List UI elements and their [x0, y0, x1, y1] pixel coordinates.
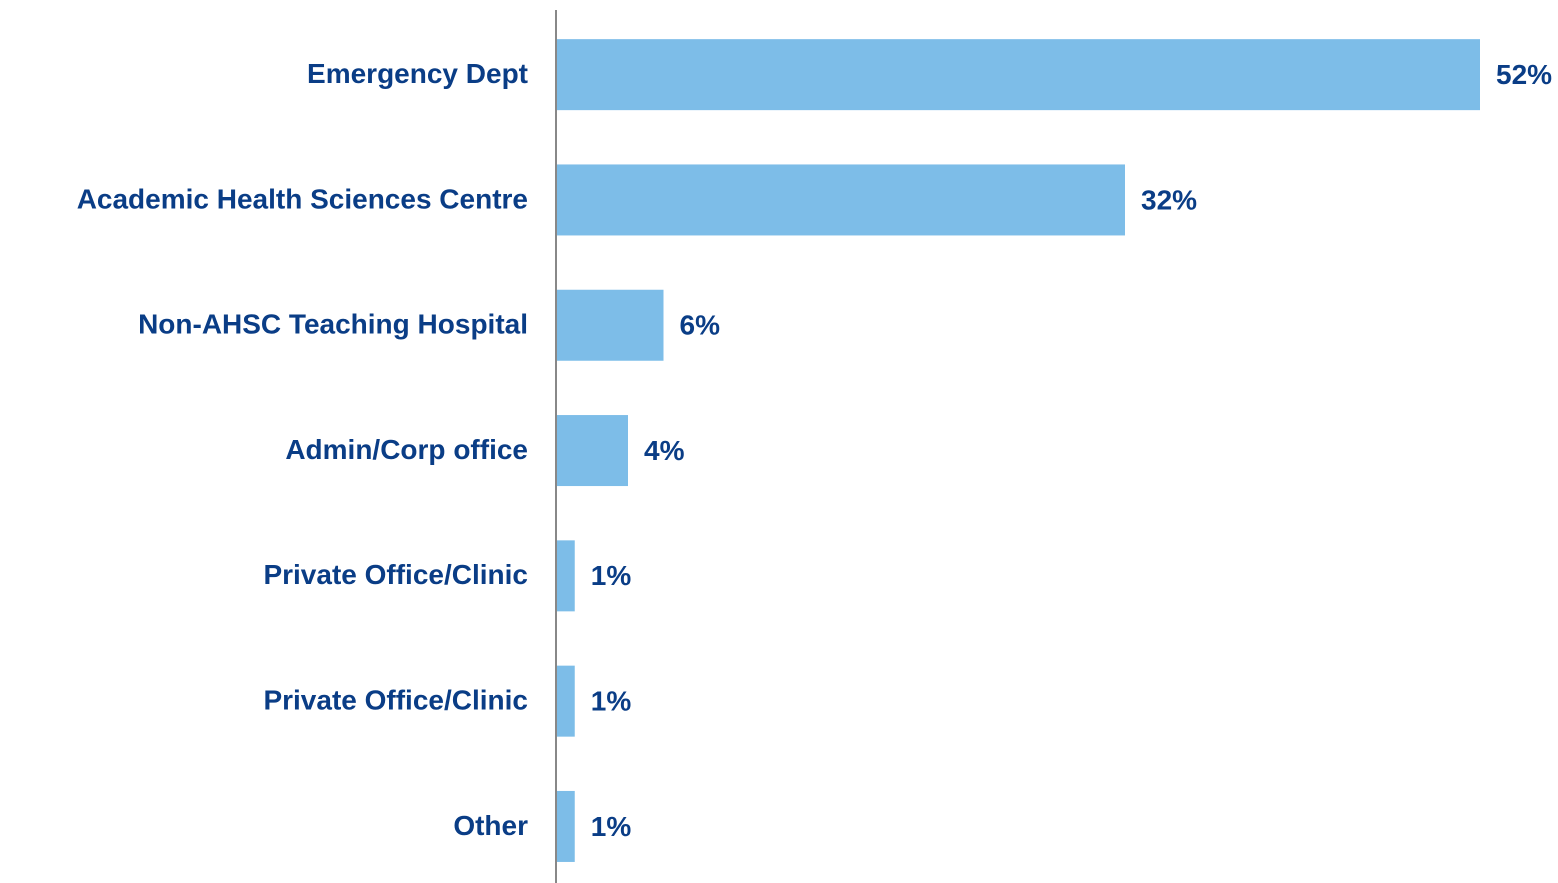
value-label: 4% [644, 435, 685, 466]
value-label: 32% [1141, 184, 1197, 215]
value-label: 1% [591, 560, 632, 591]
category-label: Non-AHSC Teaching Hospital [138, 309, 528, 340]
value-label: 52% [1496, 59, 1552, 90]
category-label: Emergency Dept [307, 58, 528, 89]
category-label: Other [453, 810, 528, 841]
value-label: 1% [591, 811, 632, 842]
category-label: Private Office/Clinic [263, 559, 528, 590]
bar [557, 164, 1125, 236]
category-label: Private Office/Clinic [263, 685, 528, 716]
value-label: 1% [591, 686, 632, 717]
bar [557, 665, 575, 737]
category-label: Academic Health Sciences Centre [77, 183, 528, 214]
bar [557, 790, 575, 862]
value-label: 6% [680, 310, 721, 341]
bar [557, 289, 664, 361]
category-label: Admin/Corp office [285, 434, 528, 465]
bar [557, 415, 628, 487]
bar [557, 540, 575, 612]
bar [557, 39, 1480, 111]
